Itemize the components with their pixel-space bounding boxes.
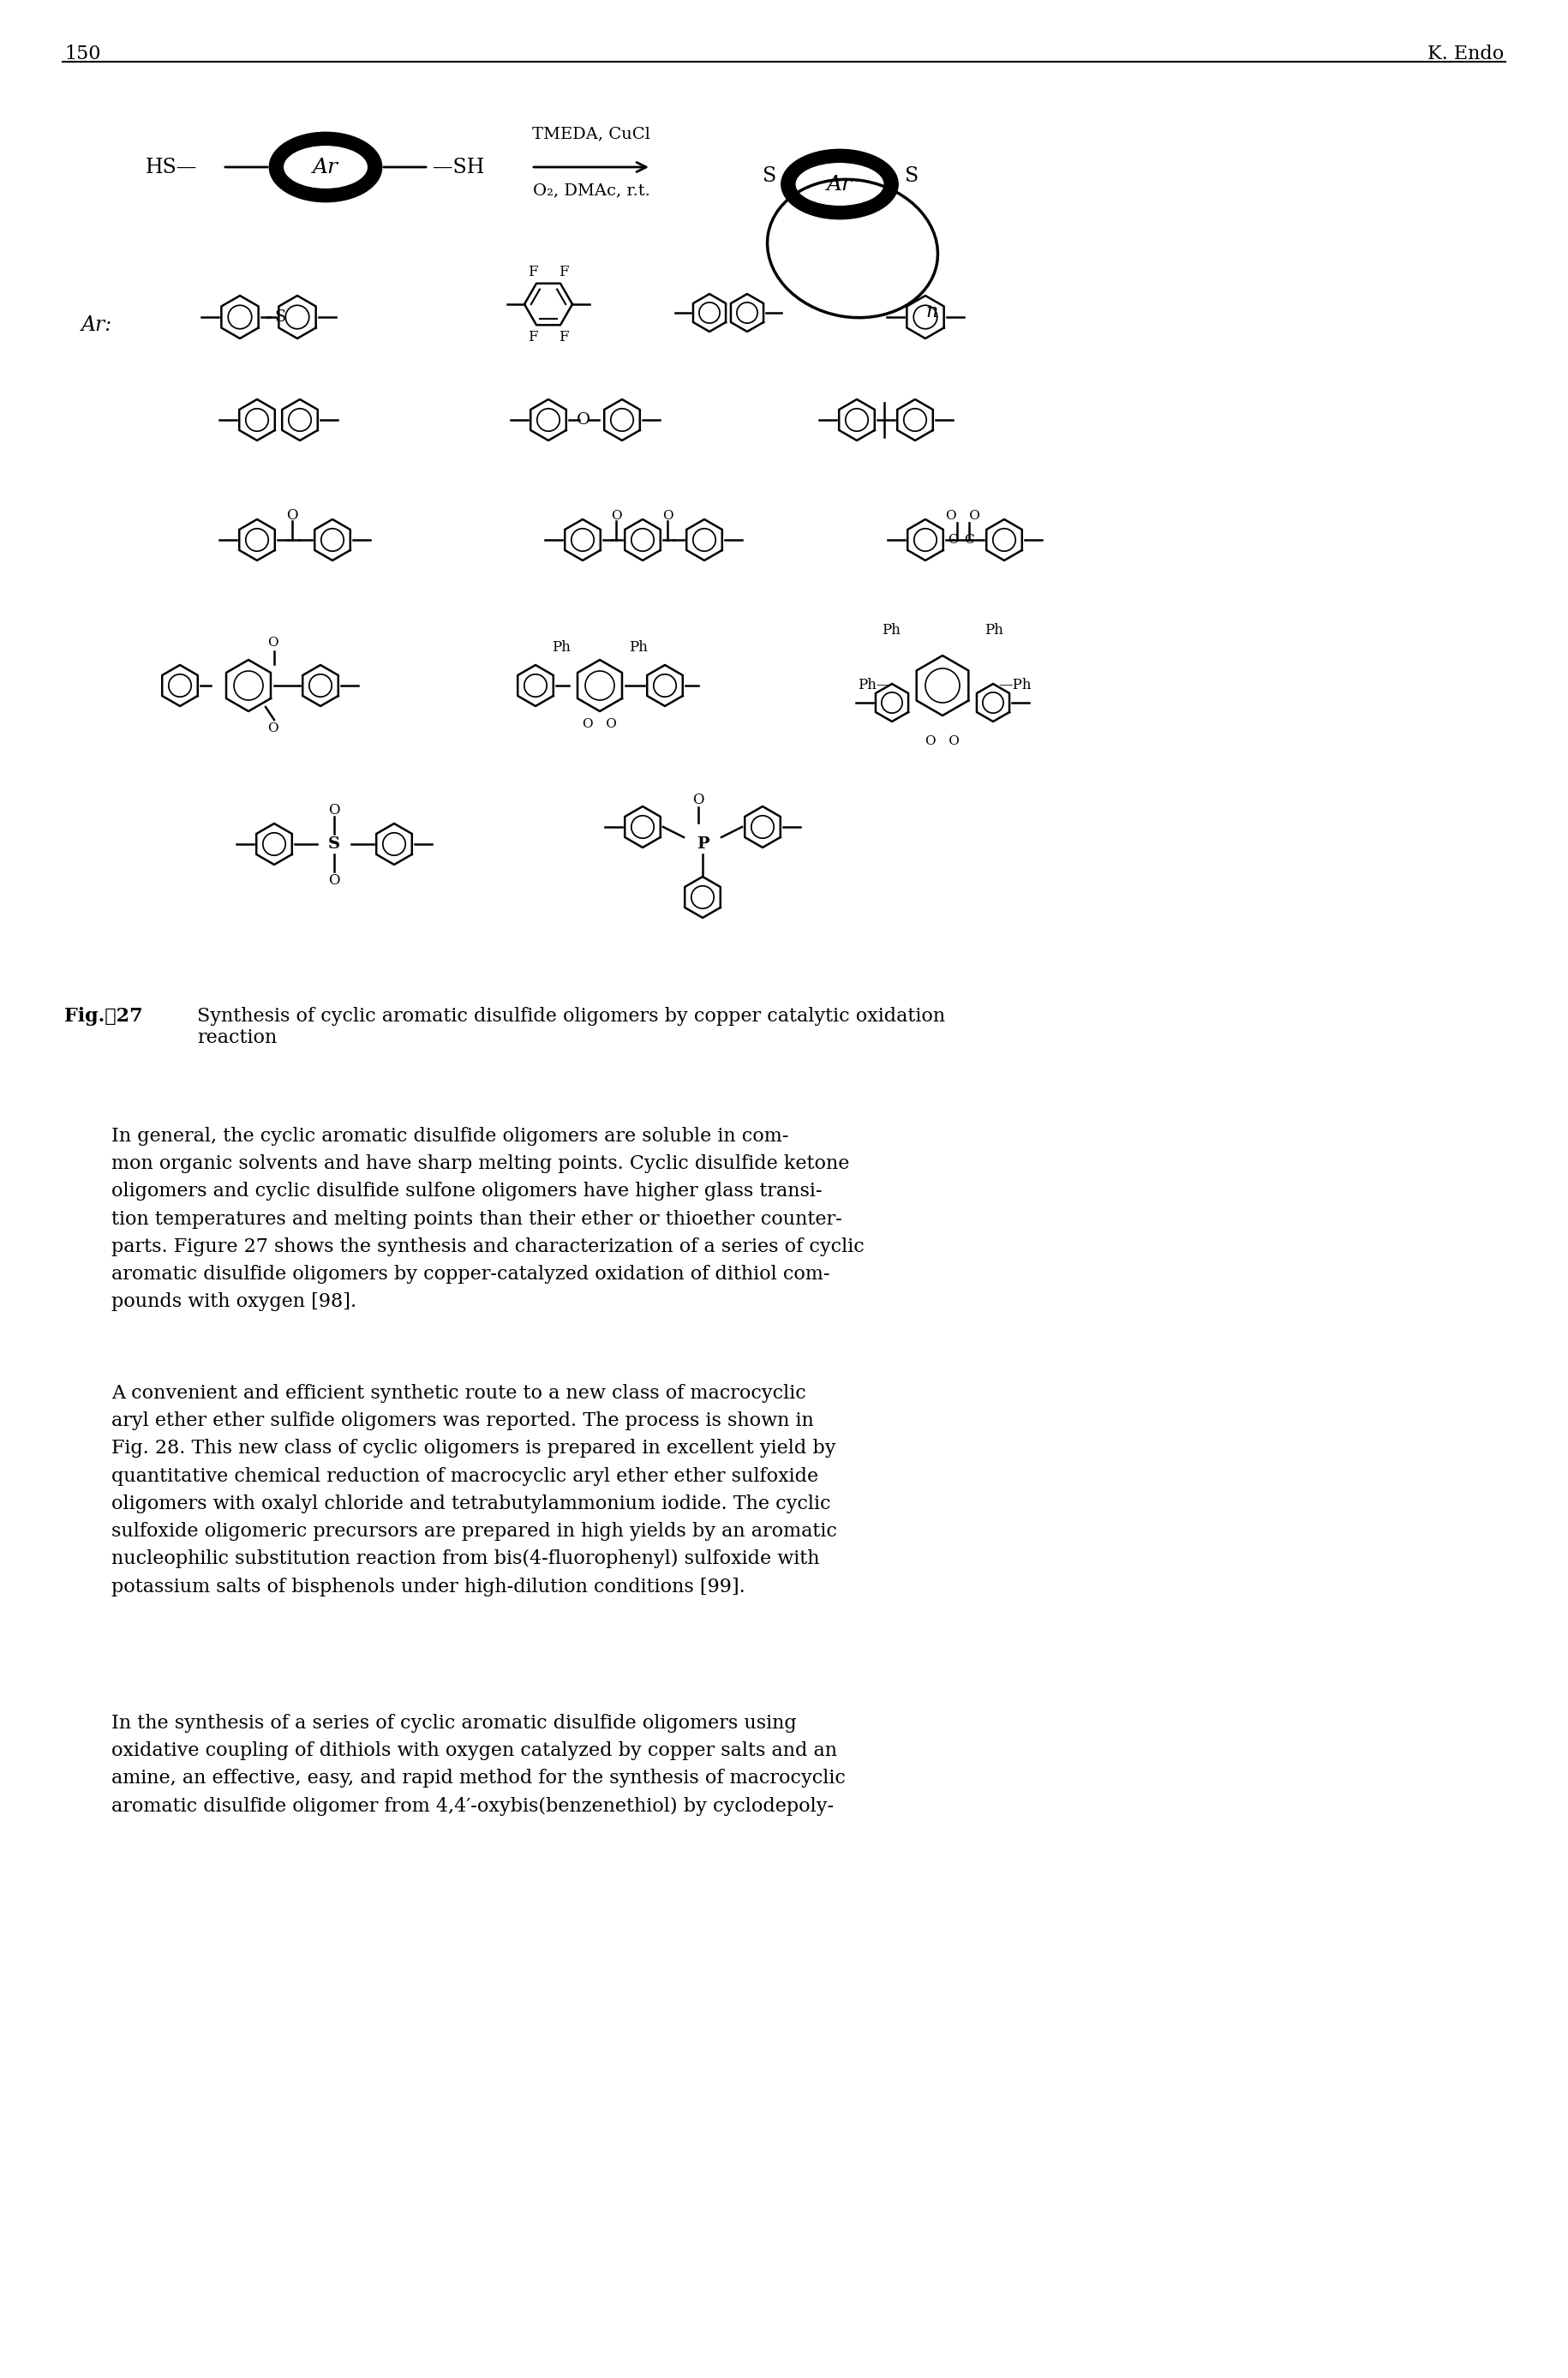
Text: C: C — [964, 535, 974, 547]
Text: Fig.‧27: Fig.‧27 — [64, 1006, 143, 1025]
Text: Ar: Ar — [312, 157, 339, 176]
Text: O: O — [693, 792, 704, 806]
Text: O: O — [577, 411, 591, 428]
Text: n: n — [925, 302, 938, 321]
Text: O   O: O O — [583, 718, 616, 730]
Text: —SH: —SH — [433, 157, 485, 176]
Text: F: F — [558, 331, 569, 345]
Text: F: F — [528, 264, 538, 278]
Text: Ar:: Ar: — [82, 316, 113, 335]
Text: Ph—: Ph— — [858, 678, 891, 692]
Text: F: F — [558, 264, 569, 278]
Text: Ar: Ar — [826, 174, 853, 195]
Text: O: O — [287, 509, 298, 523]
Text: Synthesis of cyclic aromatic disulfide oligomers by copper catalytic oxidation
r: Synthesis of cyclic aromatic disulfide o… — [198, 1006, 946, 1049]
Text: O   O: O O — [925, 735, 960, 747]
Text: O: O — [662, 509, 673, 521]
Ellipse shape — [782, 150, 897, 219]
Ellipse shape — [270, 133, 381, 202]
Text: A convenient and efficient synthetic route to a new class of macrocyclic
aryl et: A convenient and efficient synthetic rou… — [111, 1384, 837, 1596]
Text: O: O — [610, 509, 621, 521]
Text: Ph: Ph — [985, 623, 1004, 637]
Text: K. Endo: K. Endo — [1427, 45, 1504, 64]
Text: 150: 150 — [64, 45, 100, 64]
Text: In the synthesis of a series of cyclic aromatic disulfide oligomers using
oxidat: In the synthesis of a series of cyclic a… — [111, 1715, 845, 1817]
Text: S: S — [762, 166, 776, 185]
Text: O₂, DMAc, r.t.: O₂, DMAc, r.t. — [533, 183, 649, 197]
Text: C: C — [947, 535, 958, 547]
Text: O: O — [328, 801, 340, 818]
Text: P: P — [696, 837, 709, 851]
Text: Ph: Ph — [629, 640, 648, 654]
Ellipse shape — [795, 162, 884, 207]
Text: TMEDA, CuCl: TMEDA, CuCl — [532, 126, 651, 140]
Text: O: O — [267, 637, 278, 649]
Text: HS—: HS— — [146, 157, 198, 176]
Text: O   O: O O — [946, 509, 980, 521]
Text: —Ph: —Ph — [999, 678, 1032, 692]
Text: S: S — [905, 166, 919, 185]
Text: Ph: Ph — [881, 623, 900, 637]
Text: F: F — [528, 331, 538, 345]
Text: O: O — [267, 723, 278, 735]
Text: S: S — [274, 309, 285, 326]
Text: S: S — [328, 837, 340, 851]
Text: In general, the cyclic aromatic disulfide oligomers are soluble in com-
mon orga: In general, the cyclic aromatic disulfid… — [111, 1127, 864, 1310]
Text: O: O — [328, 873, 340, 887]
Ellipse shape — [282, 145, 368, 190]
Text: Ph: Ph — [552, 640, 571, 654]
